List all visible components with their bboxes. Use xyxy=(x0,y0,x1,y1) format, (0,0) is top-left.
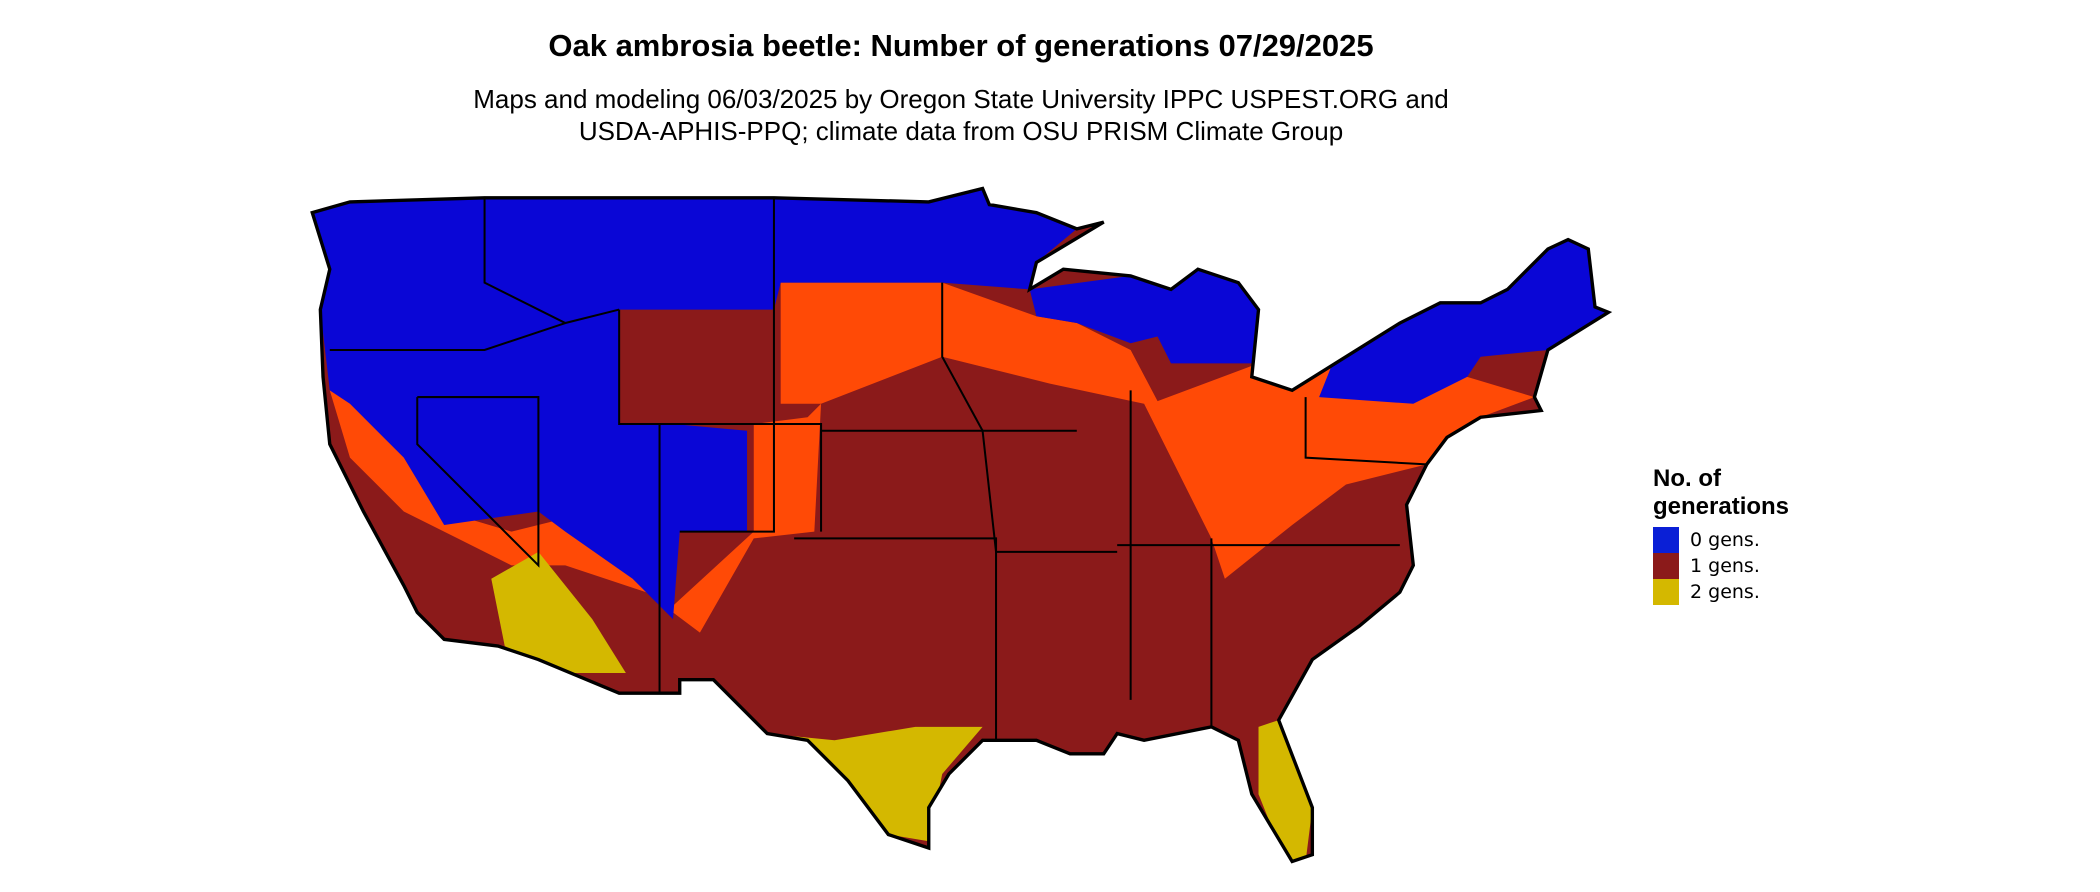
subtitle: USDA-APHIS-PPQ; climate data from OSU PR… xyxy=(579,116,1343,146)
legend-label: 1 gens. xyxy=(1690,555,1760,577)
zone-2-gen xyxy=(767,726,983,842)
zone-0-gen xyxy=(1029,269,1259,364)
legend-label: 0 gens. xyxy=(1690,529,1760,551)
zone-0-gen xyxy=(1319,228,1609,404)
us-map xyxy=(310,186,1611,864)
zone-2-gen xyxy=(491,551,626,673)
legend-swatch xyxy=(1653,579,1679,605)
legend-label: 2 gens. xyxy=(1690,581,1760,603)
map-title: Oak ambrosia beetle: Number of generatio… xyxy=(548,28,1373,63)
legend-title: generations xyxy=(1653,493,1789,520)
subtitle: Maps and modeling 06/03/2025 by Oregon S… xyxy=(473,84,1449,114)
zone-0-gen xyxy=(312,188,1077,620)
zone-orange xyxy=(780,282,1535,579)
legend: 0 gens. 1 gens. 2 gens. xyxy=(1653,527,1760,605)
state-borders xyxy=(329,197,1427,741)
legend-title: No. of xyxy=(1653,465,1722,492)
legend-swatch xyxy=(1653,553,1679,579)
legend-swatch xyxy=(1653,527,1679,553)
